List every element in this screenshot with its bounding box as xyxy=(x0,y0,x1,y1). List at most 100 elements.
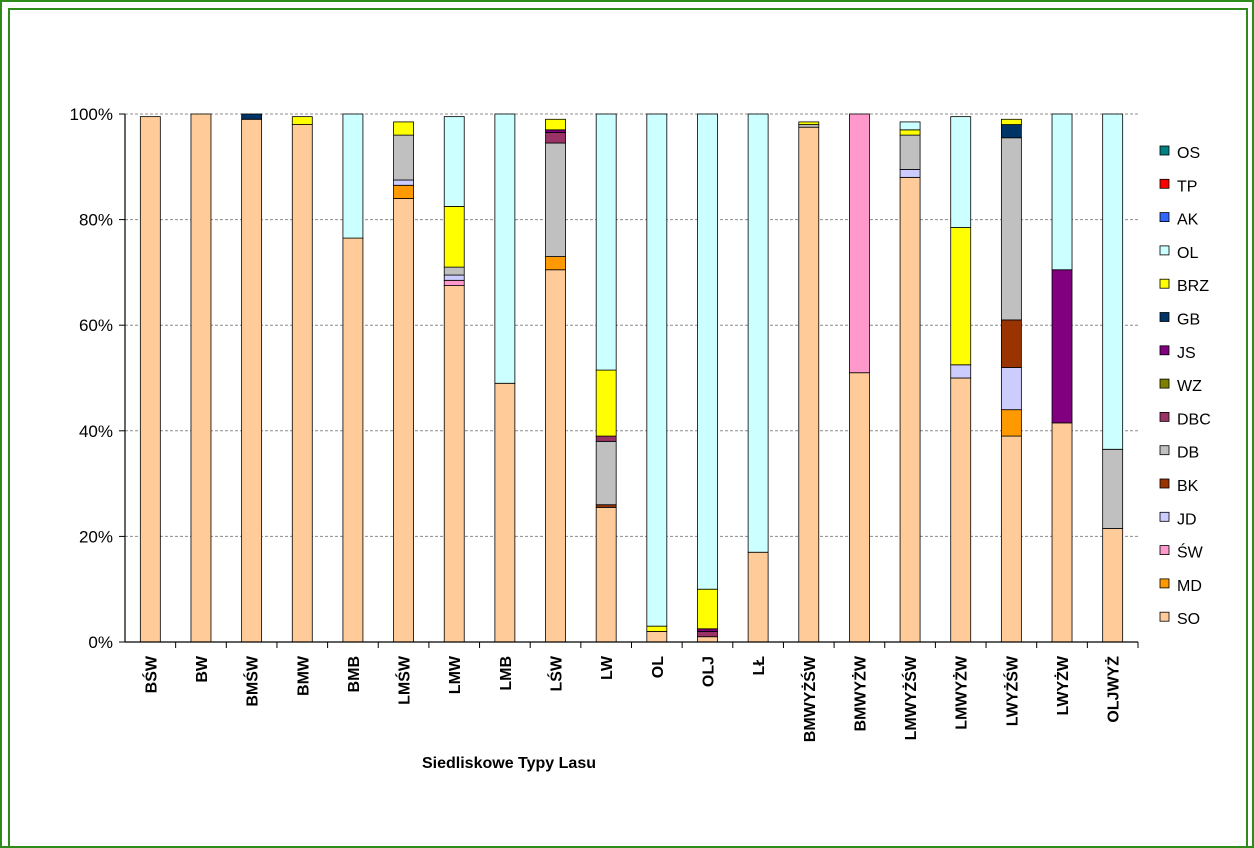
legend-swatch-wz xyxy=(1159,378,1170,389)
bar-segment-db xyxy=(1000,137,1022,321)
legend-label-brz: BRZ xyxy=(1177,278,1209,295)
legend-swatch-js xyxy=(1159,345,1170,356)
bar-segment-so xyxy=(950,377,972,643)
bar-segment-so xyxy=(1000,435,1022,643)
bar-segment-so xyxy=(849,372,870,643)
x-tick-label: BMWYŻŚW xyxy=(800,655,819,742)
x-axis-title: Siedliskowe Typy Lasu xyxy=(422,755,596,772)
x-tick-label: LMB xyxy=(498,656,515,691)
bar-segment-jd xyxy=(1000,367,1022,411)
x-tick-label: OLJWYŻ xyxy=(1105,656,1123,723)
bar-segment-so xyxy=(646,631,668,643)
legend-label-so: SO xyxy=(1177,611,1200,628)
legend-swatch-jd xyxy=(1159,511,1170,522)
x-tick-label: BŚW xyxy=(141,655,160,693)
legend-label-dbc: DBC xyxy=(1177,411,1211,428)
y-tick-label: 100% xyxy=(70,105,113,124)
bar-segment-so xyxy=(190,113,212,643)
bar-segment-db xyxy=(1102,448,1124,529)
bar-segment-so xyxy=(545,269,566,643)
legend-label-db: DB xyxy=(1177,445,1199,462)
legend-label-bk: BK xyxy=(1177,478,1199,495)
bar-segment-brz xyxy=(393,121,414,136)
bar-segment-so xyxy=(393,198,414,643)
bar-segment-jd xyxy=(393,179,414,186)
bar-segment-so xyxy=(494,382,516,643)
bar-segment-św xyxy=(849,113,870,374)
bar-segment-ol xyxy=(899,121,921,131)
bar-segment-bk xyxy=(1000,319,1022,368)
bar-segment-db xyxy=(393,134,414,181)
bar-segment-so xyxy=(798,126,820,643)
y-tick-label: 80% xyxy=(79,211,113,230)
bar-segment-brz xyxy=(697,588,718,630)
x-tick-label: BMW xyxy=(295,655,312,696)
bar-segment-brz xyxy=(291,116,313,125)
bar-segment-gb xyxy=(241,113,263,120)
bar-segment-md xyxy=(1000,409,1022,437)
bar-segment-js xyxy=(1051,269,1073,424)
bar-segment-brz xyxy=(443,205,465,268)
legend-label-js: JS xyxy=(1177,345,1196,362)
x-tick-label: OLJ xyxy=(700,656,717,687)
bar-segment-św xyxy=(443,279,465,287)
x-tick-label: LŁ xyxy=(751,656,768,676)
bar-segment-ol xyxy=(950,116,972,228)
bar-segment-so xyxy=(241,118,263,643)
legend-label-os: OS xyxy=(1177,145,1200,162)
bar-segment-ol xyxy=(1102,113,1124,450)
x-tick-label: BW xyxy=(194,655,211,683)
bar-segment-brz xyxy=(899,129,921,136)
bar-segment-ol xyxy=(443,116,465,207)
bar-segment-so xyxy=(747,551,769,643)
legend-label-gb: GB xyxy=(1177,312,1200,329)
bar-segment-ol xyxy=(747,113,769,553)
x-tick-label: LMW xyxy=(447,655,464,694)
bar-segment-dbc xyxy=(595,435,617,442)
y-tick-label: 20% xyxy=(79,527,113,546)
bar-segment-ol xyxy=(494,113,516,384)
bar-segment-ol xyxy=(646,113,668,627)
bar-segment-brz xyxy=(950,227,972,366)
legend-swatch-tp xyxy=(1159,178,1170,189)
bar-segment-so xyxy=(595,506,617,643)
bars xyxy=(139,113,1124,643)
legend-swatch-md xyxy=(1159,578,1170,589)
legend-swatch-db xyxy=(1159,445,1170,456)
inner-border xyxy=(8,8,1248,846)
x-tick-label: LWYŻŚW xyxy=(1002,655,1021,726)
legend-swatch-bk xyxy=(1159,478,1170,489)
bar-segment-gb xyxy=(1000,124,1022,139)
x-tick-label: BMWYŻW xyxy=(851,655,869,731)
bar-segment-db xyxy=(443,266,465,276)
x-tick-label: LMWYŻŚW xyxy=(901,655,920,740)
legend-swatch-ak xyxy=(1159,212,1170,223)
x-tick-label: LMWYŻW xyxy=(953,655,971,730)
bar-segment-dbc xyxy=(697,631,718,638)
bar-segment-md xyxy=(393,184,414,199)
bar-segment-jd xyxy=(950,364,972,379)
axes: 0% 20% 40% 60% 80% 100% BŚW BW BMŚW BMW BMB LMŚW LMW… xyxy=(70,105,1139,742)
bar-segment-so xyxy=(1102,528,1124,643)
bar-segment-brz xyxy=(646,625,668,632)
bar-segment-so xyxy=(443,285,465,643)
bar-segment-md xyxy=(545,256,566,271)
legend-swatch-gb xyxy=(1159,312,1170,322)
legend-label-tp: TP xyxy=(1177,178,1197,195)
bar-segment-db xyxy=(545,142,566,257)
legend-swatch-dbc xyxy=(1159,411,1170,422)
y-tick-label: 60% xyxy=(79,316,113,335)
x-tick-label: BMŚW xyxy=(243,655,262,707)
bar-segment-ol xyxy=(595,113,617,371)
bar-segment-so xyxy=(342,237,364,643)
x-tick-label: OL xyxy=(650,656,667,678)
bar-segment-so xyxy=(291,124,313,643)
bar-segment-brz xyxy=(545,118,566,131)
legend: OS TP AK OL BRZ GB JS WZ DBC DB BK JD ŚW MD SO xyxy=(1159,145,1211,628)
y-tick-label: 40% xyxy=(79,422,113,441)
bar-segment-ol xyxy=(1051,113,1073,271)
legend-swatch-os xyxy=(1159,145,1170,156)
legend-swatch-brz xyxy=(1159,278,1170,289)
